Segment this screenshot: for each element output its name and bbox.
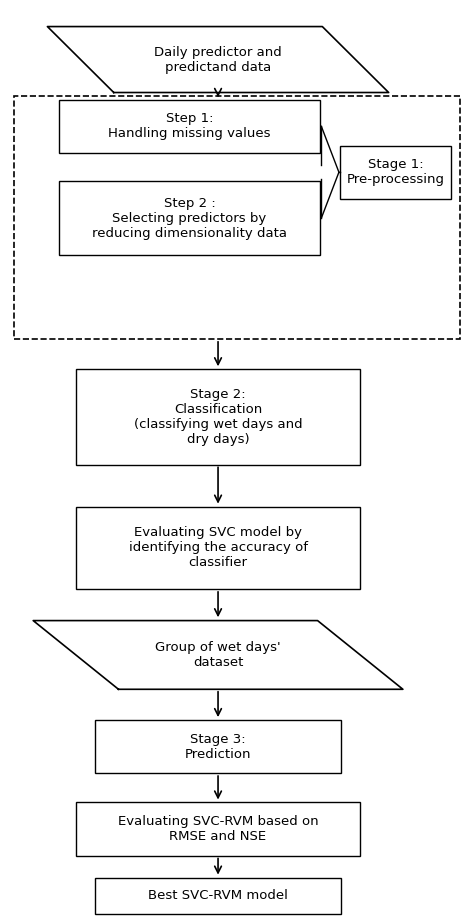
Bar: [14, 96, 460, 339]
Bar: [59, 100, 320, 153]
Text: Daily predictor and
predictand data: Daily predictor and predictand data: [154, 46, 282, 73]
Bar: [76, 507, 360, 589]
Text: Stage 1:
Pre-processing: Stage 1: Pre-processing: [347, 158, 445, 186]
Polygon shape: [33, 621, 403, 690]
Text: Stage 3:
Prediction: Stage 3: Prediction: [185, 733, 251, 760]
Bar: [76, 368, 360, 464]
Text: Stage 2:
Classification
(classifying wet days and
dry days): Stage 2: Classification (classifying wet…: [134, 387, 302, 446]
Text: Step 2 :
Selecting predictors by
reducing dimensionality data: Step 2 : Selecting predictors by reducin…: [92, 197, 287, 239]
Bar: [76, 802, 360, 856]
Bar: [95, 720, 341, 773]
Bar: [95, 878, 341, 914]
Text: Evaluating SVC-RVM based on
RMSE and NSE: Evaluating SVC-RVM based on RMSE and NSE: [118, 815, 319, 843]
Bar: [59, 181, 320, 255]
Bar: [340, 146, 451, 199]
Text: Step 1:
Handling missing values: Step 1: Handling missing values: [109, 113, 271, 140]
Polygon shape: [47, 27, 389, 93]
Text: Evaluating SVC model by
identifying the accuracy of
classifier: Evaluating SVC model by identifying the …: [128, 527, 308, 569]
Text: Group of wet days'
dataset: Group of wet days' dataset: [155, 641, 281, 669]
Text: Best SVC-RVM model: Best SVC-RVM model: [148, 889, 288, 902]
